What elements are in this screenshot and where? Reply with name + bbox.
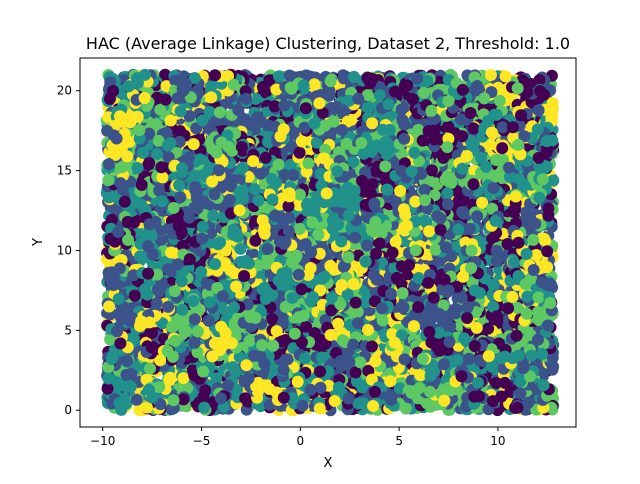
data-points xyxy=(100,68,560,417)
chart-title: HAC (Average Linkage) Clustering, Datase… xyxy=(86,34,570,53)
data-point xyxy=(104,333,117,346)
